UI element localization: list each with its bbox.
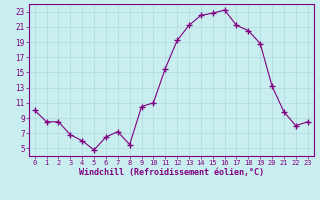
X-axis label: Windchill (Refroidissement éolien,°C): Windchill (Refroidissement éolien,°C) xyxy=(79,168,264,177)
